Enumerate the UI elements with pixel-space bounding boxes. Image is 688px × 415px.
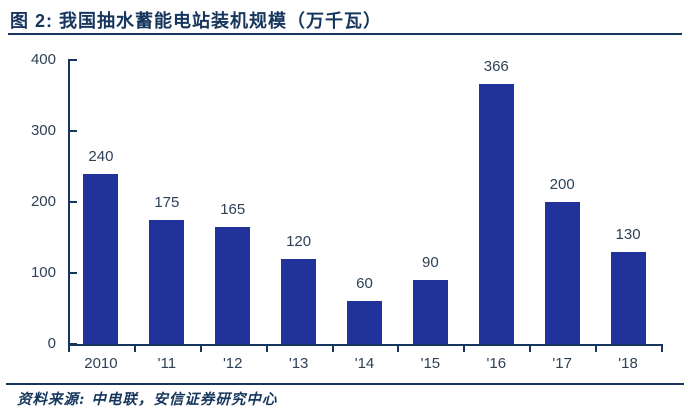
x-axis-label: '15 — [420, 355, 441, 372]
y-tick — [68, 130, 77, 132]
title-underline — [8, 33, 682, 35]
x-tick — [661, 344, 663, 352]
bar-value-label: 60 — [356, 275, 373, 293]
y-tick — [68, 343, 77, 345]
bar — [412, 280, 448, 344]
y-tick — [68, 59, 77, 61]
bar — [544, 202, 580, 344]
y-axis-label: 400 — [30, 51, 56, 68]
x-tick — [68, 344, 70, 352]
bar-value-label: 90 — [422, 254, 439, 272]
bar — [149, 219, 185, 344]
source-text: 资料来源: 中电联，安信证券研究中心 — [17, 391, 278, 408]
bar-value-label: 130 — [615, 225, 641, 243]
y-axis-label: 100 — [30, 264, 56, 281]
bar-value-label: 165 — [220, 200, 246, 218]
y-axis-label: 0 — [47, 335, 56, 352]
footer-divider — [6, 383, 684, 385]
y-axis-label: 300 — [30, 122, 56, 139]
bar-value-label: 240 — [88, 147, 114, 165]
x-axis-label: '11 — [157, 355, 177, 372]
bar — [610, 251, 646, 344]
bar — [478, 84, 514, 344]
y-axis-label: 200 — [30, 193, 56, 210]
y-axis-line — [68, 60, 70, 346]
x-tick — [199, 344, 202, 352]
bar-value-label: 200 — [549, 176, 575, 193]
x-axis-line — [68, 344, 663, 346]
x-axis-label: '17 — [552, 355, 572, 372]
x-tick — [331, 344, 334, 352]
bar-value-label: 175 — [154, 193, 180, 211]
x-axis-label: 2010 — [84, 355, 118, 372]
x-axis-label: '14 — [354, 355, 375, 372]
x-tick — [595, 344, 598, 352]
x-axis-label: '18 — [618, 355, 638, 372]
x-axis-label: '12 — [222, 355, 243, 372]
x-tick — [529, 344, 532, 352]
x-tick — [397, 344, 400, 352]
y-tick — [68, 201, 77, 203]
y-tick — [68, 272, 77, 274]
bar — [83, 173, 119, 344]
x-tick — [133, 344, 136, 352]
x-axis-label: '16 — [486, 355, 507, 372]
bar-value-label: 120 — [286, 232, 312, 250]
bar-value-label: 366 — [483, 58, 509, 76]
x-axis-label: '13 — [288, 355, 309, 372]
x-tick — [265, 344, 268, 352]
bar — [281, 258, 317, 344]
bar — [347, 301, 382, 344]
figure-title: 图 2: 我国抽水蓄能电站装机规模（万千瓦） — [10, 11, 383, 31]
bar — [215, 226, 251, 344]
x-tick — [463, 344, 466, 352]
